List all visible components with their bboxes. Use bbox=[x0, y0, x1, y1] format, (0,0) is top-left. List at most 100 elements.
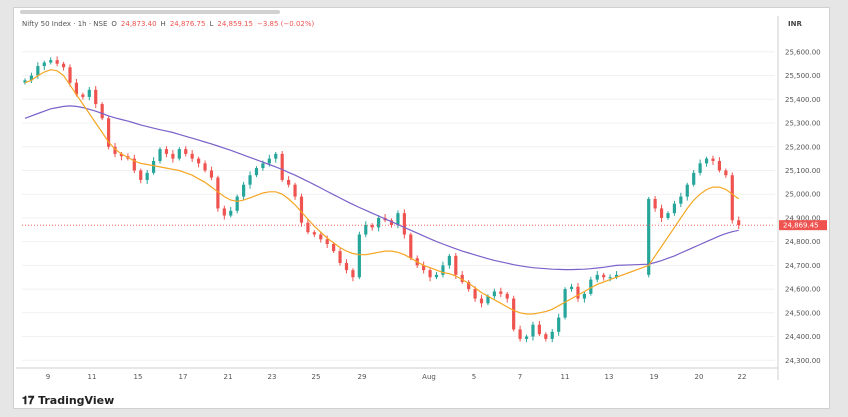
candle-body bbox=[370, 225, 374, 228]
candle-body bbox=[357, 234, 361, 278]
y-tick-label: 25,100.00 bbox=[785, 167, 821, 175]
brand-name: TradingView bbox=[38, 394, 115, 407]
candle-body bbox=[23, 80, 27, 83]
low-value: 24,859.15 bbox=[217, 20, 253, 28]
candle-body bbox=[486, 296, 490, 304]
candle-body bbox=[608, 277, 612, 279]
y-tick-label: 25,500.00 bbox=[785, 72, 821, 80]
candle-body bbox=[698, 163, 702, 173]
x-tick-label: Aug bbox=[422, 373, 436, 381]
candle-body bbox=[119, 153, 124, 157]
candle-body bbox=[518, 329, 522, 339]
candle-body bbox=[190, 153, 194, 159]
currency-label[interactable]: INR bbox=[788, 20, 802, 28]
candle-body bbox=[132, 158, 136, 171]
candle-body bbox=[145, 172, 149, 180]
candle-body bbox=[402, 213, 406, 235]
y-tick-label: 24,400.00 bbox=[785, 333, 821, 341]
candle-body bbox=[87, 89, 91, 97]
chart-frame bbox=[14, 8, 829, 408]
candle-body bbox=[692, 172, 696, 185]
candle-body bbox=[492, 291, 496, 297]
x-tick-label: 13 bbox=[605, 373, 614, 381]
sma-slow-line bbox=[24, 105, 739, 271]
candle-body bbox=[582, 293, 586, 299]
candle-body bbox=[505, 293, 509, 299]
candle-body bbox=[711, 158, 715, 161]
candle-body bbox=[280, 153, 284, 180]
candle-body bbox=[724, 170, 728, 176]
candle-body bbox=[614, 274, 619, 278]
candle-body bbox=[287, 179, 291, 185]
candle-body bbox=[94, 89, 98, 105]
candle-body bbox=[704, 158, 709, 164]
candle-body bbox=[447, 255, 451, 266]
x-tick-label: 11 bbox=[561, 373, 570, 381]
candle-body bbox=[106, 118, 111, 147]
y-tick-label: 24,800.00 bbox=[785, 238, 821, 246]
y-tick-label: 25,000.00 bbox=[785, 191, 821, 199]
header-caption-bar bbox=[20, 10, 280, 14]
candle-body bbox=[544, 334, 548, 339]
candle-body bbox=[113, 146, 117, 154]
x-tick-label: 25 bbox=[312, 373, 321, 381]
x-tick-label: 9 bbox=[46, 373, 50, 381]
candle-body bbox=[479, 298, 484, 304]
candle-body bbox=[557, 317, 561, 332]
candle-body bbox=[377, 217, 381, 228]
y-tick-label: 24,700.00 bbox=[785, 262, 821, 270]
x-tick-label: 20 bbox=[695, 373, 704, 381]
candle-body bbox=[338, 251, 342, 263]
y-tick-label: 25,400.00 bbox=[785, 96, 821, 104]
candle-body bbox=[344, 262, 349, 271]
candle-body bbox=[666, 213, 670, 218]
x-tick-label: 23 bbox=[268, 373, 277, 381]
candle-body bbox=[177, 149, 181, 159]
candle-body bbox=[730, 175, 734, 221]
candle-body bbox=[197, 158, 201, 164]
symbol-title[interactable]: Nifty 50 Index · 1h · NSE bbox=[22, 20, 108, 28]
candle-body bbox=[679, 196, 683, 204]
candle-body bbox=[717, 160, 722, 171]
tradingview-logo: 𝟏𝟕 TradingView bbox=[22, 394, 114, 408]
candle-body bbox=[576, 286, 580, 299]
candle-body bbox=[74, 82, 79, 95]
candle-body bbox=[473, 289, 477, 299]
candle-body bbox=[531, 324, 535, 337]
candle-body bbox=[434, 274, 439, 278]
candle-body bbox=[467, 281, 471, 290]
y-tick-label: 25,600.00 bbox=[785, 48, 821, 56]
y-tick-label: 24,600.00 bbox=[785, 286, 821, 294]
y-tick-label: 24,500.00 bbox=[785, 309, 821, 317]
candle-body bbox=[524, 336, 529, 339]
candle-body bbox=[203, 163, 207, 171]
x-tick-label: 29 bbox=[358, 373, 367, 381]
candle-body bbox=[737, 220, 741, 226]
candle-body bbox=[248, 175, 252, 185]
candle-body bbox=[36, 66, 40, 76]
candle-body bbox=[454, 255, 458, 275]
y-tick-label: 25,200.00 bbox=[785, 143, 821, 151]
candle-body bbox=[422, 265, 426, 271]
candle-body bbox=[254, 168, 259, 176]
candle-body bbox=[151, 160, 156, 173]
candle-body bbox=[242, 184, 246, 197]
x-tick-label: 7 bbox=[518, 373, 522, 381]
x-tick-label: 17 bbox=[179, 373, 188, 381]
candle-body bbox=[29, 75, 34, 81]
candle-body bbox=[312, 232, 316, 235]
candle-body bbox=[325, 239, 329, 245]
last-price-label: 24,869.45 bbox=[783, 222, 819, 230]
candle-body bbox=[299, 196, 304, 223]
candle-body bbox=[209, 170, 214, 178]
candle-body bbox=[685, 184, 689, 197]
candle-body bbox=[659, 208, 664, 218]
candle-body bbox=[589, 279, 593, 294]
candle-body bbox=[171, 153, 175, 159]
y-tick-label: 24,300.00 bbox=[785, 357, 821, 365]
candle-body bbox=[460, 274, 464, 282]
candle-body bbox=[293, 184, 297, 197]
candle-body bbox=[537, 324, 541, 335]
y-tick-label: 25,300.00 bbox=[785, 120, 821, 128]
